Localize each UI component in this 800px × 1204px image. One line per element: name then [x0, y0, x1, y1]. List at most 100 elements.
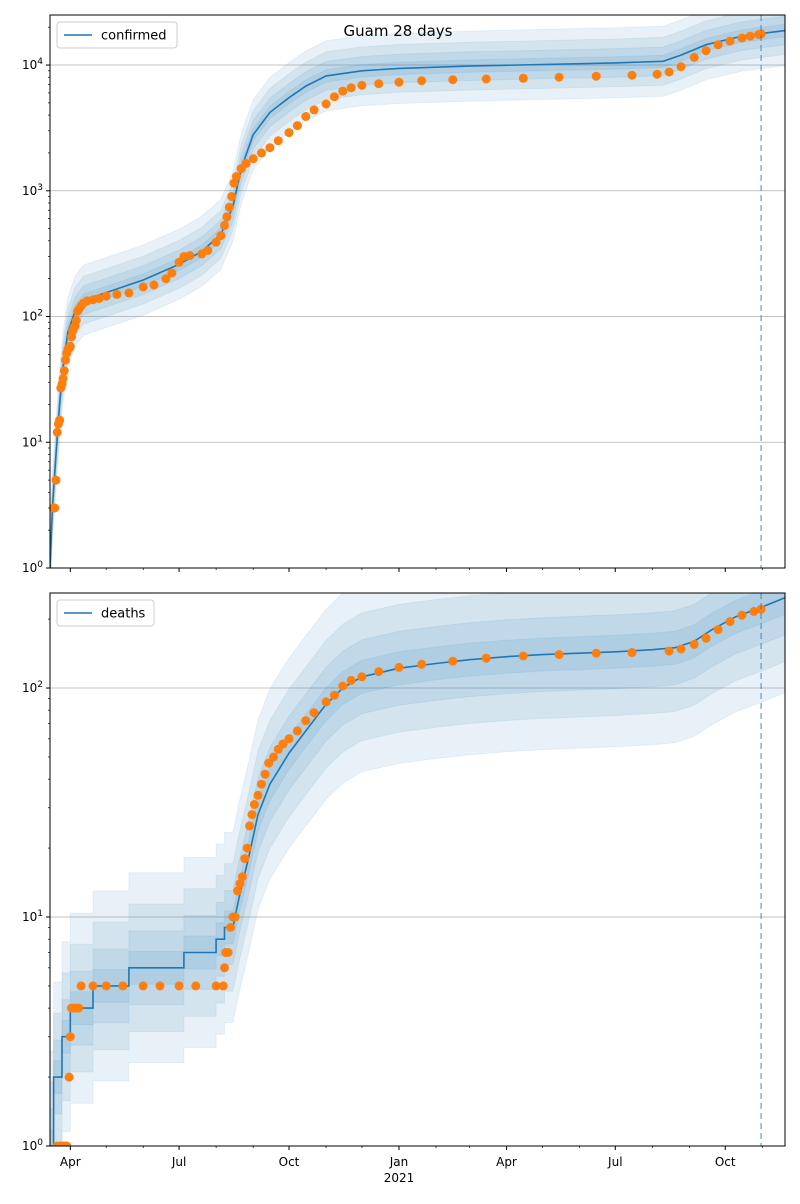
observed-point — [737, 610, 747, 620]
observed-point — [346, 675, 356, 685]
y-tick-label: 104 — [22, 57, 43, 72]
uncertainty-band-2 — [50, 593, 785, 1146]
legend-box — [56, 21, 178, 49]
observed-point — [101, 291, 111, 301]
observed-point — [627, 70, 637, 80]
observed-point — [701, 633, 711, 643]
observed-point — [554, 650, 564, 660]
axes-frame — [49, 592, 786, 1147]
observed-point — [185, 251, 195, 261]
observed-point — [223, 948, 233, 957]
observed-point — [149, 280, 159, 290]
observed-point — [591, 71, 601, 81]
observed-point — [745, 31, 755, 41]
plot-area — [50, 593, 785, 1146]
confirmed-panel: 100 101 102 103 104 confirmed — [22, 14, 786, 575]
observed-point — [55, 415, 65, 425]
observed-point — [321, 99, 331, 109]
observed-point — [247, 810, 257, 820]
observed-point — [301, 716, 311, 726]
observed-point — [374, 667, 384, 677]
observed-point — [59, 366, 69, 376]
observed-point — [64, 1072, 74, 1082]
observed-point — [756, 604, 766, 614]
x-tick-label: Oct — [279, 1155, 300, 1169]
observed-point — [62, 1141, 72, 1146]
observed-point — [756, 29, 766, 39]
y-tick-label: 101 — [22, 909, 43, 924]
observed-point — [211, 237, 221, 247]
observed-point — [257, 779, 266, 789]
observed-point — [211, 981, 221, 991]
observed-point — [713, 625, 723, 635]
observed-point — [203, 246, 213, 255]
observed-point — [227, 192, 237, 201]
x-axis: Apr Jul Oct Jan Apr Jul Oct 2021 — [60, 1155, 736, 1185]
observed-point — [481, 653, 491, 663]
legend: deaths — [56, 599, 155, 627]
observed-point — [245, 821, 255, 831]
observed-point — [94, 294, 104, 303]
observed-point — [265, 143, 275, 153]
observed-point — [240, 854, 250, 864]
observed-point — [220, 963, 229, 973]
y-tick-label: 102 — [22, 309, 43, 324]
observed-point — [74, 1003, 84, 1013]
observed-point — [231, 172, 241, 181]
observed-point — [338, 681, 348, 691]
observed-point — [138, 981, 148, 991]
observed-point — [357, 80, 367, 90]
legend-box — [56, 599, 155, 627]
x-tick-label: Oct — [715, 1155, 736, 1169]
observed-point — [191, 981, 201, 991]
observed-point — [224, 202, 234, 212]
observed-point — [249, 800, 259, 809]
observed-point — [448, 75, 458, 85]
deaths-line — [50, 596, 785, 1146]
observed-point — [374, 79, 384, 89]
observed-point — [50, 503, 60, 513]
observed-point — [241, 158, 251, 168]
uncertainty-band-1 — [50, 593, 785, 1146]
observed-point — [51, 475, 61, 485]
y-tick-label: 103 — [22, 183, 43, 198]
observed-point — [230, 912, 240, 922]
observed-point — [65, 341, 75, 351]
observed-point — [138, 282, 148, 292]
observed-point — [329, 92, 339, 102]
observed-point — [676, 62, 686, 72]
observed-point — [338, 86, 348, 96]
observed-point — [309, 105, 319, 115]
observed-point — [161, 274, 171, 284]
observed-point — [112, 289, 122, 299]
x-tick-label: Apr — [60, 1155, 81, 1169]
observed-point — [260, 769, 270, 779]
observed-point — [284, 128, 294, 138]
observed-point — [218, 981, 228, 991]
observed-point — [329, 690, 339, 700]
observed-point — [749, 606, 759, 616]
observed-point — [591, 648, 601, 658]
observed-point — [689, 52, 699, 62]
observed-point — [52, 427, 62, 437]
observed-point — [725, 36, 735, 46]
observed-point — [253, 790, 263, 800]
observed-point — [292, 726, 302, 736]
observed-point — [235, 879, 245, 889]
observed-point — [701, 46, 711, 56]
observed-point — [65, 1032, 75, 1042]
y-tick-label: 100 — [22, 560, 43, 575]
observed-point — [101, 981, 111, 991]
observed-point — [292, 121, 302, 131]
observed-point — [725, 617, 735, 627]
observed-point — [652, 69, 662, 79]
observed-point — [737, 33, 747, 43]
observed-point — [394, 77, 404, 87]
uncertainty-band-1 — [50, 15, 785, 568]
y-tick-label: 101 — [22, 434, 43, 449]
uncertainty-band-2 — [50, 15, 785, 568]
observed-point — [124, 288, 134, 298]
observed-point — [713, 40, 723, 50]
observed-point — [248, 154, 258, 164]
observed-point — [257, 148, 266, 158]
